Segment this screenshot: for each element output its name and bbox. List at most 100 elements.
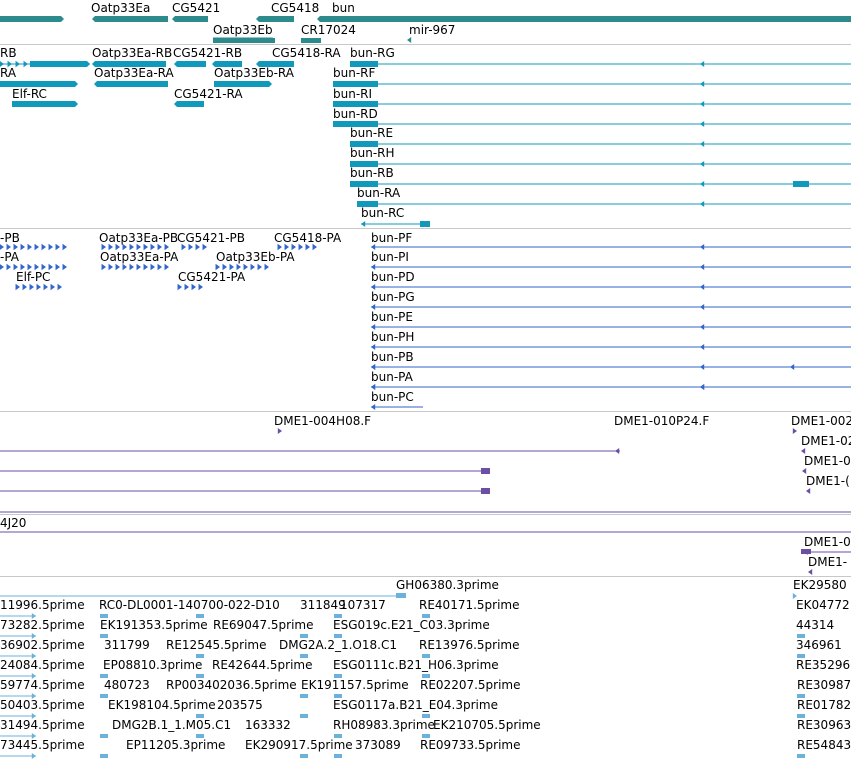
feature-label[interactable]: RE13976.5prime xyxy=(419,638,520,652)
est-glyph[interactable] xyxy=(797,754,805,758)
protein-glyph[interactable] xyxy=(198,283,203,291)
est-glyph[interactable] xyxy=(31,633,36,639)
feature-label[interactable]: DME1-02 xyxy=(801,434,851,448)
protein-glyph[interactable] xyxy=(34,243,39,251)
protein-glyph[interactable] xyxy=(150,263,155,271)
mrna-glyph[interactable] xyxy=(23,60,28,68)
feature-label[interactable]: 311799 xyxy=(104,638,150,652)
clone-glyph[interactable] xyxy=(806,549,811,555)
gene-glyph[interactable] xyxy=(172,16,208,22)
est-glyph[interactable] xyxy=(196,674,204,678)
feature-label[interactable]: bun xyxy=(332,1,355,15)
mrna-glyph[interactable] xyxy=(333,101,338,107)
protein-glyph[interactable] xyxy=(50,283,55,291)
est-glyph[interactable] xyxy=(31,693,36,699)
gene-glyph[interactable] xyxy=(92,16,168,22)
mrna-glyph[interactable] xyxy=(357,201,378,207)
est-glyph[interactable] xyxy=(792,593,797,599)
clone-glyph[interactable] xyxy=(277,428,282,434)
feature-label[interactable]: bun-RI xyxy=(333,87,373,101)
protein-glyph[interactable] xyxy=(700,304,705,310)
feature-label[interactable]: CG5421-RA xyxy=(174,87,243,101)
est-glyph[interactable] xyxy=(334,634,342,638)
feature-label[interactable]: bun-RF xyxy=(333,66,376,80)
feature-label[interactable]: RA xyxy=(0,66,17,80)
est-glyph[interactable] xyxy=(300,754,308,758)
feature-label[interactable]: EK191353.5prime xyxy=(100,618,208,632)
protein-glyph[interactable] xyxy=(101,263,106,271)
protein-glyph[interactable] xyxy=(13,243,18,251)
est-glyph[interactable] xyxy=(334,694,342,698)
feature-label[interactable]: 44314 xyxy=(796,618,835,632)
feature-label[interactable]: bun-RH xyxy=(350,146,395,160)
est-glyph[interactable] xyxy=(422,614,430,618)
protein-glyph[interactable] xyxy=(700,284,705,290)
feature-label[interactable]: CG5421-PB xyxy=(177,231,246,245)
protein-glyph[interactable] xyxy=(115,263,120,271)
mrna-glyph[interactable] xyxy=(333,81,338,87)
mrna-glyph[interactable] xyxy=(12,101,78,107)
feature-label[interactable]: RE02207.5prime xyxy=(420,678,521,692)
protein-glyph[interactable] xyxy=(222,263,227,271)
mrna-glyph[interactable] xyxy=(700,141,705,147)
feature-label[interactable]: CG5421-RB xyxy=(173,46,243,60)
protein-glyph[interactable] xyxy=(62,263,67,271)
mrna-glyph[interactable] xyxy=(174,61,206,67)
feature-label[interactable]: RE40171.5prime xyxy=(419,598,520,612)
protein-glyph[interactable] xyxy=(43,283,48,291)
mrna-glyph[interactable] xyxy=(0,61,4,67)
mrna-glyph[interactable] xyxy=(350,181,378,187)
est-glyph[interactable] xyxy=(100,614,108,618)
feature-label[interactable]: bun-RB xyxy=(350,166,394,180)
est-glyph[interactable] xyxy=(334,674,342,678)
mrna-glyph[interactable] xyxy=(700,181,705,187)
protein-glyph[interactable] xyxy=(0,264,4,270)
mrna-glyph[interactable] xyxy=(700,61,705,67)
protein-glyph[interactable] xyxy=(177,283,182,291)
feature-label[interactable]: EK198104.5prime xyxy=(108,698,216,712)
protein-glyph[interactable] xyxy=(20,243,25,251)
protein-glyph[interactable] xyxy=(48,263,53,271)
mrna-glyph[interactable] xyxy=(350,61,378,67)
feature-label[interactable]: RP003402036.5prime xyxy=(166,678,297,692)
protein-glyph[interactable] xyxy=(41,263,46,271)
mrna-glyph[interactable] xyxy=(700,121,705,127)
mrna-glyph[interactable] xyxy=(357,201,362,207)
protein-glyph[interactable] xyxy=(41,243,46,251)
feature-label[interactable]: mir-967 xyxy=(409,23,456,37)
feature-label[interactable]: 346961 xyxy=(796,638,842,652)
protein-glyph[interactable] xyxy=(136,243,141,251)
feature-label[interactable]: EP11205.3prime xyxy=(126,738,226,752)
protein-glyph[interactable] xyxy=(27,243,32,251)
mrna-glyph[interactable] xyxy=(214,81,272,87)
feature-label[interactable]: CG5418-RA xyxy=(272,46,341,60)
protein-glyph[interactable] xyxy=(257,263,262,271)
est-glyph[interactable] xyxy=(31,713,36,719)
mrna-glyph[interactable] xyxy=(700,201,705,207)
est-glyph[interactable] xyxy=(31,753,36,759)
protein-glyph[interactable] xyxy=(57,283,62,291)
protein-glyph[interactable] xyxy=(129,243,134,251)
mrna-glyph[interactable] xyxy=(700,161,705,167)
mrna-glyph[interactable] xyxy=(333,121,338,127)
feature-label[interactable]: Oatp33Eb-PA xyxy=(216,250,295,264)
feature-label[interactable]: ESG0111c.B21_H06.3prime xyxy=(333,658,499,672)
mrna-glyph[interactable] xyxy=(333,101,378,107)
protein-glyph[interactable] xyxy=(157,243,162,251)
est-glyph[interactable] xyxy=(31,613,36,619)
protein-glyph[interactable] xyxy=(122,263,127,271)
feature-label[interactable]: RE54843 xyxy=(797,738,851,752)
protein-glyph[interactable] xyxy=(143,263,148,271)
protein-glyph[interactable] xyxy=(6,263,11,271)
protein-glyph[interactable] xyxy=(6,243,11,251)
feature-label[interactable]: bun-PA xyxy=(371,370,413,384)
protein-glyph[interactable] xyxy=(371,324,376,330)
feature-label[interactable]: bun-PG xyxy=(371,290,415,304)
feature-label[interactable]: CG5421-PA xyxy=(178,270,246,284)
mrna-glyph[interactable] xyxy=(7,60,12,68)
mrna-glyph[interactable] xyxy=(256,61,294,67)
protein-glyph[interactable] xyxy=(371,344,376,350)
feature-label[interactable]: EK210705.5prime xyxy=(433,718,541,732)
clone-glyph[interactable] xyxy=(802,468,807,474)
protein-glyph[interactable] xyxy=(291,243,296,251)
